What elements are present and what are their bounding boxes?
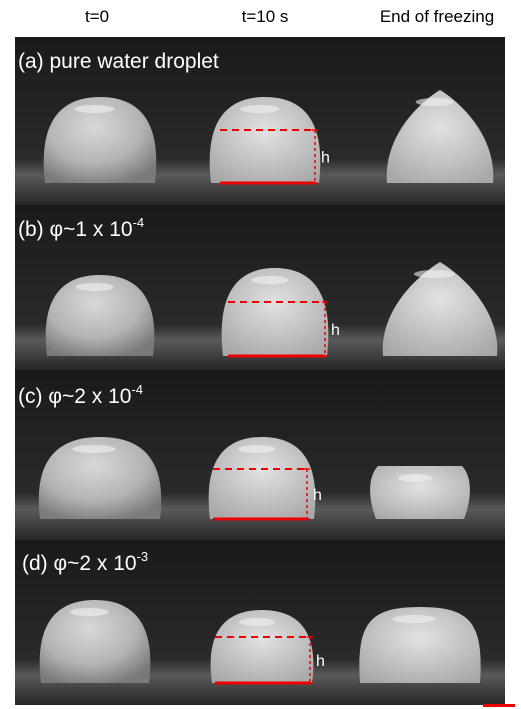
droplet — [370, 466, 470, 519]
height-label: h — [331, 322, 340, 339]
highlight — [239, 618, 275, 626]
highlight — [251, 276, 288, 284]
row-label: (d) φ~2 x 10-3 — [22, 549, 148, 575]
row-label: (c) φ~2 x 10-4 — [18, 382, 143, 408]
scale-bar — [483, 704, 515, 707]
row-label-text: (b) φ~1 x 10 — [18, 218, 133, 241]
row-label-exponent: -4 — [131, 382, 143, 397]
row-label-exponent: -4 — [133, 215, 145, 230]
row-label-text: (c) φ~2 x 10 — [18, 385, 131, 408]
highlight — [76, 283, 114, 291]
column-header: t=0 — [85, 7, 109, 26]
column-header: End of freezing — [380, 7, 494, 26]
highlight — [416, 98, 454, 106]
height-label: h — [316, 653, 325, 670]
highlight — [414, 270, 455, 278]
row-label-exponent: -3 — [137, 549, 149, 564]
highlight — [238, 445, 275, 453]
height-label: h — [321, 150, 330, 167]
highlight — [398, 474, 433, 482]
highlight — [240, 105, 279, 113]
highlight — [75, 105, 115, 113]
column-header: t=10 s — [242, 7, 289, 26]
row-label: (a) pure water droplet — [18, 50, 219, 73]
figure: t=0 t=10 s End of freezing h (a) pure water … — [0, 0, 521, 709]
height-label: h — [313, 487, 322, 504]
highlight — [72, 445, 115, 453]
row-label-text: (d) φ~2 x 10 — [22, 552, 137, 575]
highlight — [70, 608, 109, 616]
highlight — [392, 615, 435, 623]
row-label-text: (a) pure water droplet — [18, 50, 219, 73]
row-label: (b) φ~1 x 10-4 — [18, 215, 144, 241]
